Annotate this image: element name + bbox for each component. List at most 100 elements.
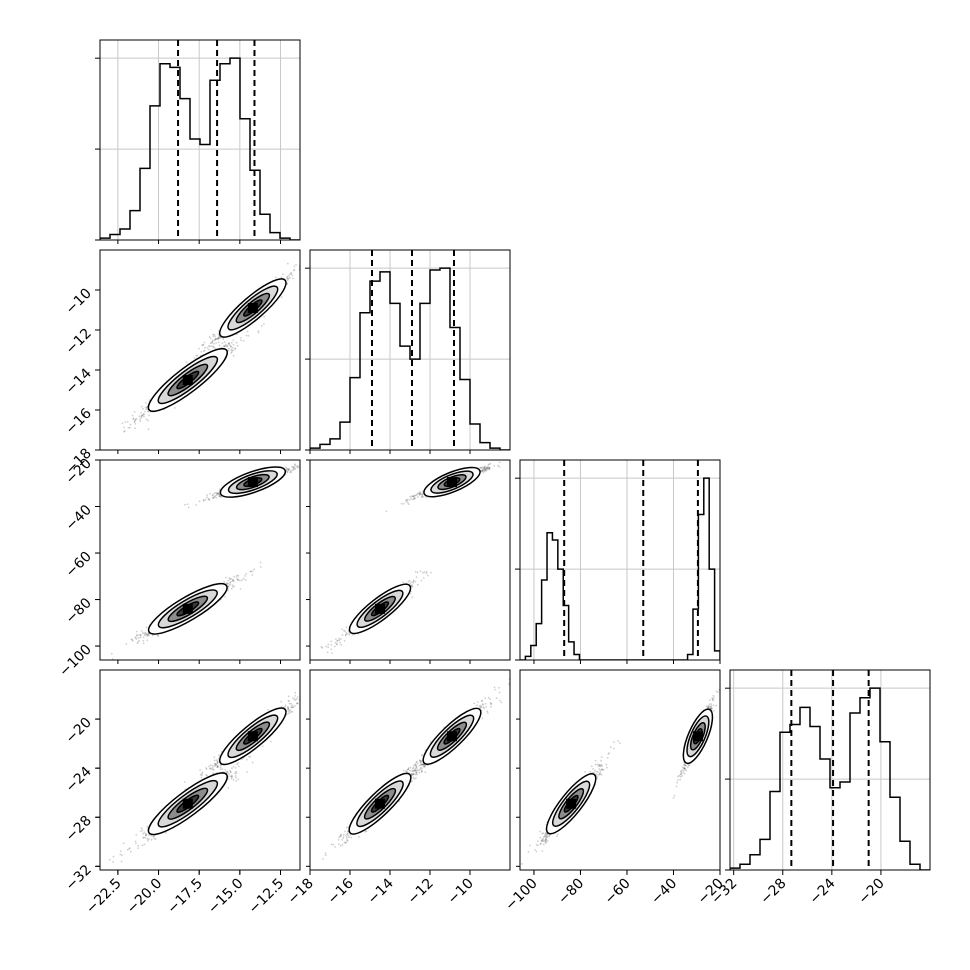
scatter-point [314, 660, 316, 662]
scatter-panel-1-2 [121, 262, 300, 433]
scatter-point [142, 642, 145, 645]
panel-frame [99, 459, 301, 661]
scatter-point [303, 461, 305, 463]
scatter-point [232, 354, 235, 357]
scatter-point [204, 349, 206, 352]
scatter-point [202, 344, 205, 346]
scatter-point [286, 275, 289, 278]
scatter-point [293, 468, 296, 470]
scatter-point [124, 421, 127, 423]
scatter-point [213, 333, 216, 336]
scatter-point [218, 335, 220, 337]
scatter-point [141, 414, 144, 416]
scatter-point [411, 495, 414, 497]
scatter-point [234, 348, 236, 350]
scatter-point [261, 745, 264, 748]
scatter-point [140, 415, 143, 417]
scatter-point [218, 337, 221, 340]
scatter-point [137, 847, 140, 849]
scatter-point [338, 639, 341, 642]
scatter-point [235, 780, 238, 782]
scatter-point [237, 778, 240, 781]
scatter-point [412, 495, 415, 498]
scatter-point [223, 345, 226, 348]
scatter-point [139, 633, 142, 636]
scatter-point [325, 645, 328, 648]
scatter-point [223, 345, 225, 347]
scatter-point [488, 468, 490, 471]
scatter-point [204, 346, 206, 349]
scatter-point [233, 575, 236, 578]
scatter-point [280, 700, 283, 703]
scatter-point [219, 768, 222, 771]
scatter-point [484, 467, 487, 470]
scatter-point [212, 497, 214, 499]
scatter-point [119, 853, 122, 856]
scatter-point [295, 264, 297, 266]
scatter-point [409, 495, 412, 498]
scatter-point [129, 426, 131, 429]
scatter-point [238, 765, 240, 768]
scatter-point [306, 465, 308, 467]
scatter-point [227, 343, 230, 345]
scatter-point [217, 333, 220, 335]
scatter-point [416, 571, 419, 574]
scatter-point [147, 632, 150, 634]
scatter-point [237, 578, 239, 581]
scatter-point [208, 498, 210, 501]
scatter-point [421, 495, 424, 498]
scatter-point [136, 634, 139, 637]
scatter-point [143, 831, 146, 834]
scatter-point [110, 652, 113, 655]
scatter-point [141, 829, 144, 832]
hist-frame [729, 669, 931, 871]
scatter-point [223, 581, 226, 583]
scatter-point [418, 491, 421, 494]
scatter-point [341, 634, 344, 636]
scatter-point [125, 643, 128, 645]
scatter-point [139, 420, 142, 422]
scatter-point [134, 418, 137, 421]
scatter-point [286, 277, 288, 280]
scatter-point [126, 420, 129, 423]
scatter-point [485, 469, 488, 472]
scatter-point [212, 496, 215, 499]
scatter-point [230, 587, 233, 590]
scatter-point [291, 711, 294, 713]
scatter-point [280, 296, 283, 299]
scatter-point [144, 402, 147, 404]
scatter-point [411, 584, 413, 586]
scatter-point [486, 465, 489, 468]
scatter-point [201, 344, 204, 347]
scatter-point [263, 315, 265, 318]
scatter-point [219, 766, 222, 769]
scatter-point [131, 638, 134, 641]
scatter-point [223, 345, 226, 347]
scatter-point [229, 769, 232, 772]
scatter-point [293, 265, 296, 268]
scatter-point [213, 342, 216, 345]
scatter-point [140, 830, 142, 833]
scatter-point [336, 643, 338, 646]
scatter-point [290, 272, 292, 275]
scatter-point [174, 407, 176, 409]
scatter-point [231, 346, 234, 349]
scatter-point [227, 579, 230, 582]
scatter-point [245, 758, 248, 761]
scatter-point [214, 495, 217, 497]
scatter-point [235, 576, 238, 578]
scatter-point [421, 494, 424, 496]
scatter-point [212, 493, 214, 496]
scatter-point [231, 776, 234, 778]
scatter-point [280, 705, 283, 708]
scatter-point [143, 836, 145, 839]
scatter-point [409, 582, 411, 585]
scatter-point [214, 491, 217, 494]
scatter-point [341, 628, 343, 630]
scatter-point [211, 341, 214, 343]
scatter-point [287, 712, 290, 715]
scatter-point [147, 419, 150, 422]
scatter-point [228, 342, 230, 345]
scatter-point [418, 493, 421, 495]
scatter-point [286, 471, 289, 474]
